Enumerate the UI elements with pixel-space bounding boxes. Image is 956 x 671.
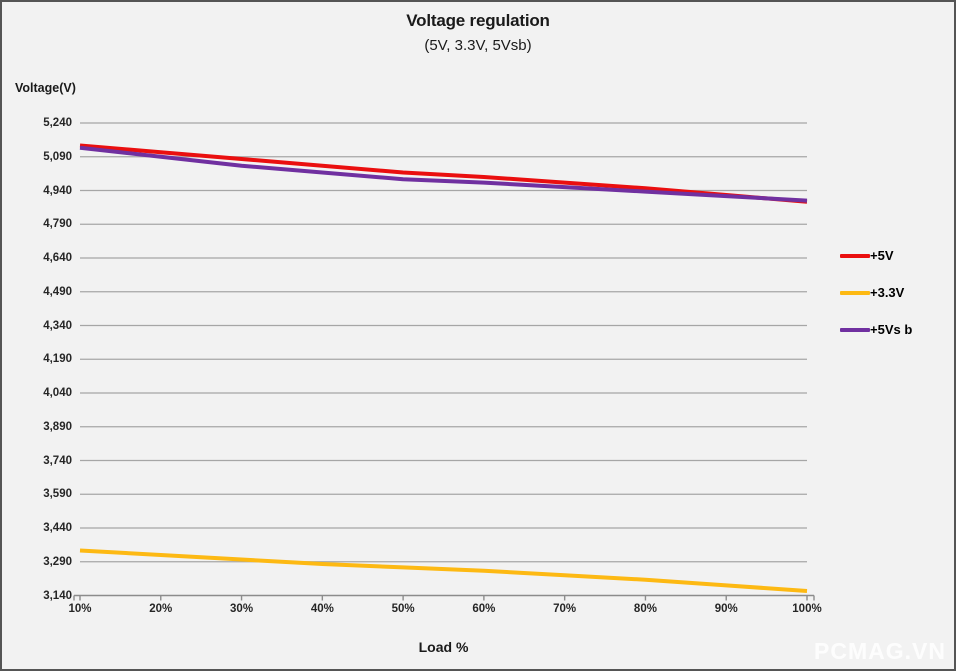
- y-tick-label: 4,490: [43, 285, 72, 298]
- y-tick-label: 4,640: [43, 252, 72, 264]
- y-tick-label: 3,140: [43, 589, 72, 602]
- series-line-5v: [79, 143, 808, 204]
- series-line-3.3v: [79, 548, 808, 593]
- y-tick-label: 4,040: [43, 387, 72, 399]
- y-tick-label: 4,940: [43, 184, 72, 197]
- legend-swatch-icon: [840, 253, 870, 258]
- legend-swatch-icon: [840, 290, 870, 295]
- x-tick-label: 30%: [230, 603, 254, 615]
- y-tick-label: 4,190: [43, 353, 72, 366]
- x-tick-label: 100%: [792, 603, 822, 615]
- y-tick-label: 3,590: [43, 488, 72, 501]
- legend-label: +5V: [870, 248, 894, 263]
- y-tick-label: 4,340: [43, 319, 72, 332]
- y-tick-label: 4,790: [43, 218, 72, 231]
- legend: +5V +3.3V +5Vs b: [840, 245, 912, 356]
- x-tick-label: 20%: [149, 603, 173, 615]
- series-line-5vsb: [79, 145, 808, 203]
- x-tick-label: 90%: [714, 603, 738, 615]
- y-tick-label: 3,740: [43, 454, 72, 467]
- y-tick-label: 3,890: [43, 420, 72, 433]
- x-tick-label: 60%: [472, 603, 496, 615]
- x-tick-label: 70%: [553, 603, 577, 615]
- legend-item: +5V: [840, 245, 912, 266]
- chart-title: Voltage regulation: [406, 11, 550, 30]
- legend-label: +3.3V: [870, 285, 905, 300]
- legend-label: +5Vs b: [870, 322, 913, 337]
- legend-swatch-icon: [840, 327, 870, 332]
- legend-item: +5Vs b: [840, 319, 912, 340]
- chart-subtitle: (5V, 3.3V, 5Vsb): [424, 37, 532, 54]
- x-tick-label: 50%: [391, 603, 415, 615]
- x-axis-title: Load %: [418, 639, 469, 655]
- y-axis-title: Voltage(V): [15, 81, 76, 95]
- x-tick-label: 40%: [310, 603, 334, 615]
- y-tick-label: 3,290: [43, 555, 72, 568]
- y-tick-label: 3,440: [43, 522, 72, 534]
- x-tick-label: 80%: [633, 603, 657, 615]
- y-tick-label: 5,090: [43, 150, 72, 163]
- x-tick-label: 10%: [68, 603, 92, 615]
- y-tick-label: 5,240: [43, 117, 72, 129]
- watermark: PCMAG.VN: [814, 638, 946, 664]
- legend-item: +3.3V: [840, 282, 912, 303]
